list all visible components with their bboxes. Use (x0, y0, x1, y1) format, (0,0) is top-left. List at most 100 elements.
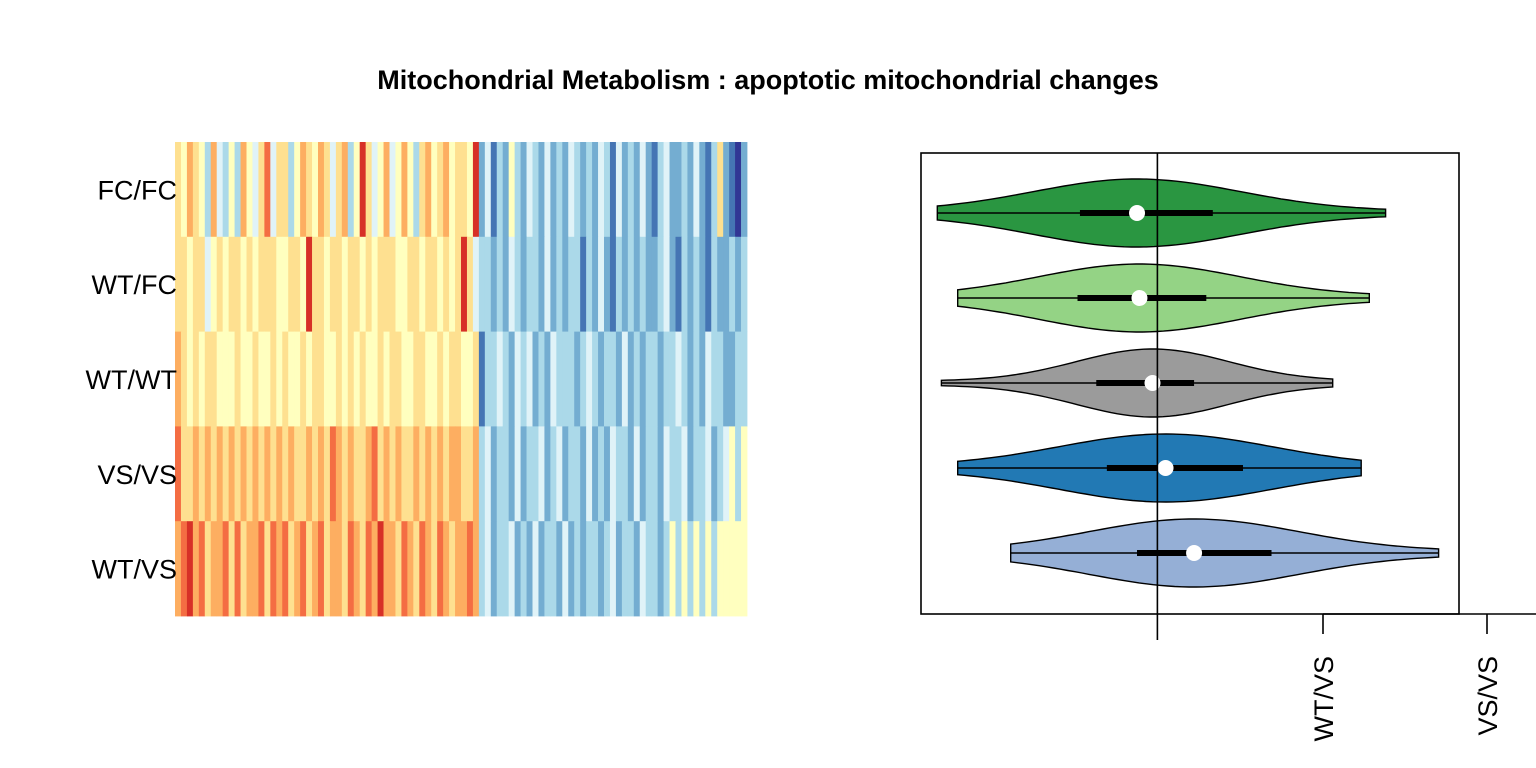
heatmap-cell (390, 142, 396, 237)
heatmap-cell (282, 521, 288, 616)
heatmap-cell (556, 332, 562, 427)
heatmap-cell (181, 237, 187, 332)
heatmap-cell (181, 426, 187, 521)
heatmap-cell (276, 426, 282, 521)
heatmap-cell (205, 332, 211, 427)
heatmap-cell (485, 332, 491, 427)
heatmap-cell (562, 426, 568, 521)
heatmap-cell (634, 142, 640, 237)
heatmap-cell (348, 332, 354, 427)
heatmap-cell (497, 332, 503, 427)
heatmap-cell (741, 142, 747, 237)
heatmap-cell (717, 237, 723, 332)
heatmap-cell (741, 332, 747, 427)
heatmap-cell (390, 521, 396, 616)
heatmap-cell (610, 332, 616, 427)
heatmap-cell (395, 237, 401, 332)
heatmap-cell (199, 426, 205, 521)
heatmap-cell (723, 142, 729, 237)
heatmap-cell (711, 426, 717, 521)
heatmap-cell (711, 332, 717, 427)
heatmap-cell (580, 521, 586, 616)
heatmap-cell (276, 237, 282, 332)
heatmap-cell (479, 332, 485, 427)
heatmap-cell (497, 237, 503, 332)
heatmap-cell (294, 521, 300, 616)
heatmap-cell (455, 521, 461, 616)
heatmap-cell (384, 142, 390, 237)
heatmap-cell (342, 237, 348, 332)
heatmap-cell (354, 332, 360, 427)
heatmap-cell (449, 521, 455, 616)
heatmap-cell (652, 521, 658, 616)
heatmap-cell (187, 332, 193, 427)
heatmap-cell (223, 332, 229, 427)
heatmap-cell (282, 142, 288, 237)
heatmap-cell (390, 237, 396, 332)
heatmap-cell (366, 332, 372, 427)
heatmap-cell (205, 142, 211, 237)
heatmap-cell (515, 426, 521, 521)
heatmap-cell (646, 521, 652, 616)
heatmap-cell (515, 521, 521, 616)
heatmap-cell (687, 521, 693, 616)
heatmap-cell (312, 332, 318, 427)
heatmap-cell (360, 426, 366, 521)
heatmap-cell (270, 332, 276, 427)
heatmap-cell (634, 237, 640, 332)
heatmap-cell (550, 332, 556, 427)
heatmap-cell (676, 521, 682, 616)
heatmap-cell (616, 237, 622, 332)
heatmap-cell (306, 332, 312, 427)
heatmap-cell (592, 521, 598, 616)
heatmap-cell (199, 237, 205, 332)
heatmap-cell (586, 142, 592, 237)
heatmap-cell (646, 426, 652, 521)
heatmap-cell (407, 142, 413, 237)
heatmap-cell (461, 237, 467, 332)
heatmap-row-label: VS/VS (97, 460, 177, 490)
heatmap-cell (288, 332, 294, 427)
heatmap-cell (419, 521, 425, 616)
heatmap-cell (598, 521, 604, 616)
heatmap-cell (711, 142, 717, 237)
heatmap-cell (449, 237, 455, 332)
heatmap-cell (538, 521, 544, 616)
heatmap-cell (199, 332, 205, 427)
heatmap-cell (509, 142, 515, 237)
heatmap-cell (384, 426, 390, 521)
heatmap-cell (491, 237, 497, 332)
heatmap-cell (550, 426, 556, 521)
heatmap-cell (622, 521, 628, 616)
violin-fc-fc (937, 179, 1385, 247)
heatmap-cell (294, 426, 300, 521)
heatmap-cell (235, 332, 241, 427)
heatmap-cell (670, 521, 676, 616)
heatmap-cell (413, 426, 419, 521)
heatmap-cell (324, 426, 330, 521)
heatmap-cell (241, 426, 247, 521)
heatmap-cell (741, 521, 747, 616)
heatmap-cell (413, 142, 419, 237)
heatmap-cell (544, 332, 550, 427)
heatmap-cell (443, 521, 449, 616)
heatmap-cell (693, 237, 699, 332)
heatmap-cell (330, 332, 336, 427)
heatmap-cell (664, 521, 670, 616)
heatmap-cell (646, 142, 652, 237)
heatmap-cell (252, 237, 258, 332)
heatmap-cell (562, 332, 568, 427)
heatmap-cell (604, 237, 610, 332)
heatmap-cell (270, 426, 276, 521)
heatmap-cell (652, 237, 658, 332)
heatmap-cell (616, 521, 622, 616)
heatmap-cell (527, 237, 533, 332)
heatmap-cell (461, 332, 467, 427)
heatmap-cell (664, 332, 670, 427)
heatmap-row-label: FC/FC (98, 175, 177, 205)
heatmap-cell (455, 332, 461, 427)
heatmap-cell (294, 237, 300, 332)
heatmap-cell (300, 142, 306, 237)
heatmap-cell (401, 237, 407, 332)
heatmap-cell (205, 237, 211, 332)
